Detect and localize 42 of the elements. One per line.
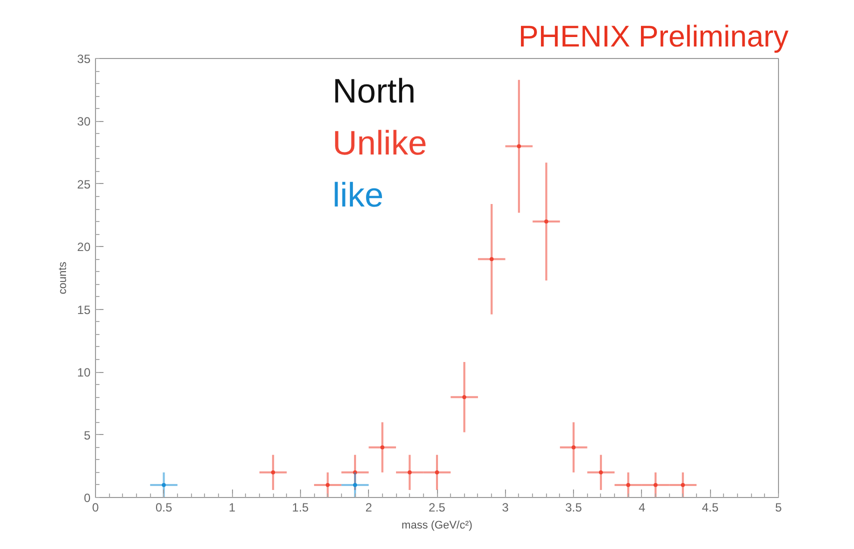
point — [326, 482, 330, 487]
y-tick-label: 0 — [84, 491, 91, 505]
x-tick-label: 5 — [775, 500, 782, 514]
point — [271, 470, 276, 474]
x-tick-label: 3.5 — [565, 500, 582, 514]
x-tick-label: 0 — [92, 500, 100, 514]
x-tick-label: 2.5 — [428, 500, 446, 514]
y-axis-title: counts — [57, 261, 70, 294]
point — [626, 482, 630, 487]
x-tick-label: 2 — [365, 500, 372, 514]
point — [572, 445, 576, 450]
y-tick-label: 30 — [77, 114, 91, 129]
point — [162, 482, 166, 487]
text: Unlike — [332, 124, 427, 162]
point — [380, 445, 384, 450]
point — [544, 220, 548, 224]
point — [598, 470, 603, 474]
y-tick-label: 5 — [84, 428, 91, 442]
point — [654, 482, 658, 487]
x-tick-label: 1.5 — [292, 500, 310, 514]
point — [353, 482, 358, 487]
y-tick-label: 20 — [77, 240, 91, 254]
y-tick-label: 10 — [77, 366, 91, 380]
x-tick-label: 4 — [638, 500, 646, 514]
point — [408, 470, 412, 474]
point — [680, 482, 685, 487]
point — [462, 395, 466, 400]
y-tick-label: 35 — [77, 52, 91, 66]
y-tick-label: 25 — [77, 177, 91, 192]
point — [516, 144, 521, 148]
annotation: North — [332, 72, 416, 110]
x-tick-label: 0.5 — [155, 500, 172, 514]
chart-title: PHENIX Preliminary — [518, 20, 789, 54]
x-tick-label: 4.5 — [702, 500, 719, 514]
point — [490, 257, 494, 262]
point — [435, 470, 439, 474]
point — [353, 470, 358, 474]
text: like — [332, 176, 384, 214]
x-axis-title: mass (GeV/c²) — [402, 520, 472, 532]
x-tick-label: 3 — [502, 500, 509, 514]
y-tick-label: 15 — [77, 302, 91, 317]
x-tick-label: 1 — [228, 500, 236, 514]
